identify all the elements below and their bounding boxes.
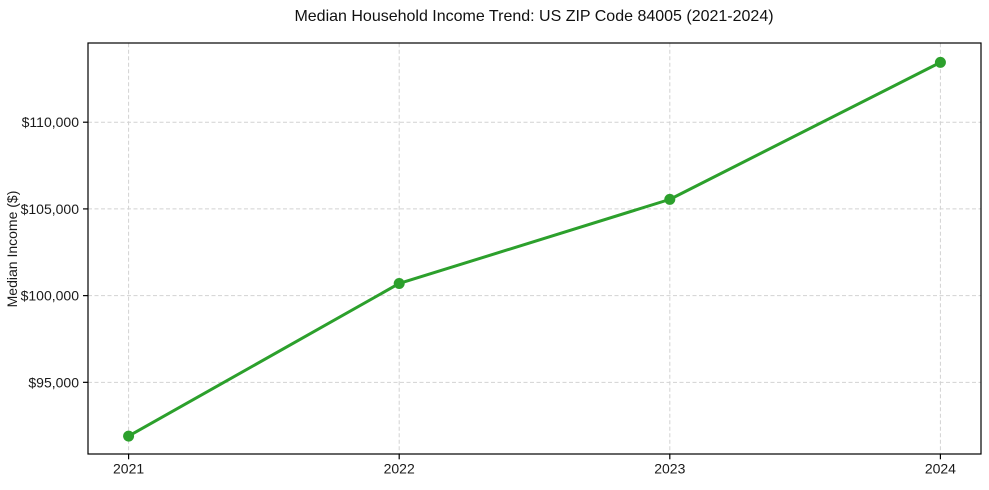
y-tick-label: $100,000 [21, 288, 80, 304]
tick-layer: $95,000 $100,000 $105,000 $110,000 2021 2022 2… [21, 114, 957, 476]
x-tick-label: 2022 [384, 460, 415, 476]
trend-line [127, 60, 942, 438]
y-axis-label: Median Income ($) [4, 191, 20, 308]
series-layer [123, 56, 946, 442]
x-tick-label: 2024 [925, 460, 956, 476]
plot-border [87, 42, 982, 455]
data-point [123, 430, 135, 442]
y-tick-label: $110,000 [22, 114, 80, 130]
data-point [664, 193, 676, 205]
data-point [393, 277, 405, 289]
gridline-layer [88, 43, 981, 455]
y-tick-label: $95,000 [28, 374, 79, 390]
x-tick-label: 2023 [654, 460, 685, 476]
y-tick-label: $105,000 [21, 201, 80, 217]
data-point [934, 56, 946, 68]
chart-title: Median Household Income Trend: US ZIP Co… [294, 8, 773, 25]
x-tick-label: 2021 [113, 460, 144, 476]
